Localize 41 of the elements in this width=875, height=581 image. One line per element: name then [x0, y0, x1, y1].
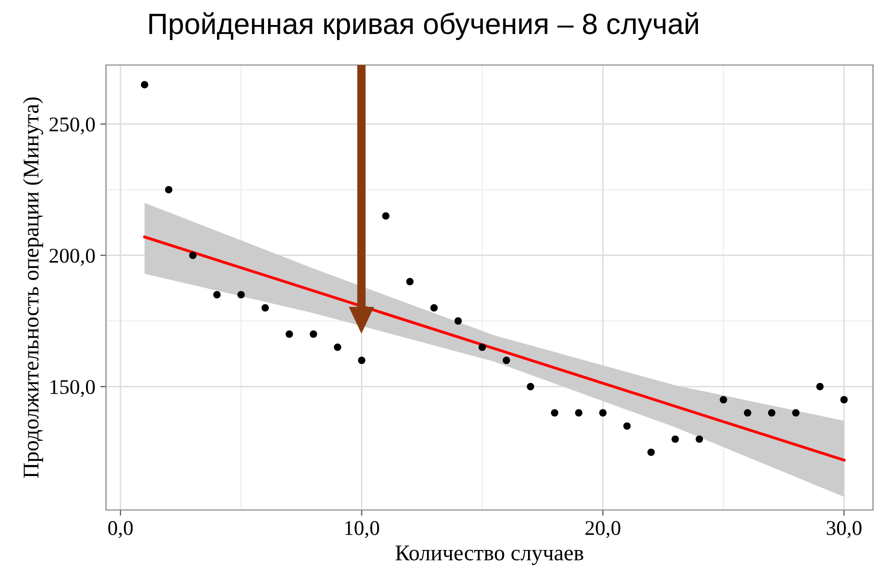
point: [672, 435, 679, 443]
x-tick-label: 10,0: [345, 521, 380, 538]
point: [575, 409, 582, 417]
point: [382, 212, 390, 220]
point: [334, 344, 342, 351]
point: [430, 304, 438, 312]
y-tick-label: 250,0: [50, 117, 95, 134]
x-tick-label: 30,0: [826, 521, 862, 538]
point: [647, 448, 655, 456]
x-tick-label: 0,0: [108, 521, 133, 538]
point: [406, 278, 414, 286]
point: [840, 396, 848, 404]
point: [189, 252, 197, 260]
point: [358, 356, 366, 364]
x-axis-title: Количество случаев: [396, 546, 584, 566]
x-tick-label: 20,0: [586, 521, 620, 538]
point: [599, 409, 607, 417]
y-tick-label: 150,0: [50, 380, 95, 398]
point: [213, 291, 221, 298]
point: [816, 382, 824, 390]
chart-title: Пройденная кривая обучения – 8 случай: [149, 12, 698, 40]
point: [792, 409, 800, 417]
point: [768, 409, 776, 417]
point: [623, 422, 631, 430]
point: [502, 356, 510, 364]
point: [720, 396, 728, 404]
point: [262, 304, 269, 312]
point: [696, 435, 704, 443]
y-tick-label: 200,0: [50, 248, 95, 266]
point: [478, 344, 486, 351]
point: [454, 317, 462, 325]
point: [237, 291, 245, 298]
point: [286, 330, 293, 338]
point: [550, 409, 558, 417]
line-series: [143, 236, 846, 462]
point: [744, 409, 752, 417]
point: [310, 330, 318, 338]
point: [165, 186, 172, 194]
point: [526, 382, 534, 390]
y-axis-title: Продолжительность операции (Минута): [22, 97, 44, 478]
point: [140, 81, 148, 88]
